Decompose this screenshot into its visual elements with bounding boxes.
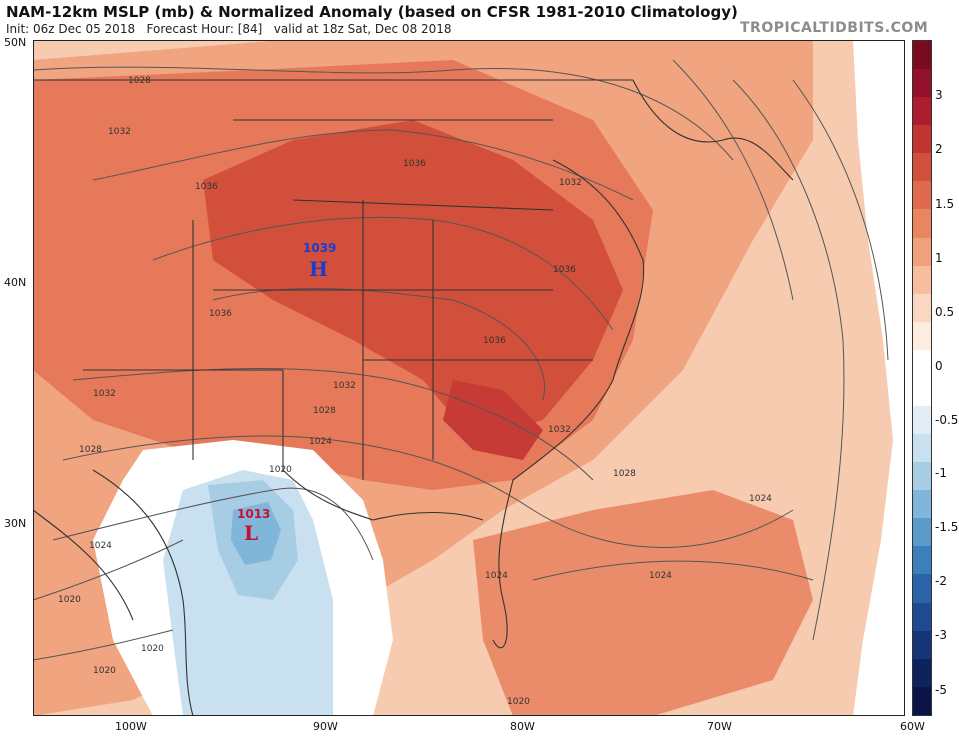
colorbar-segment xyxy=(913,518,931,547)
colorbar-segment xyxy=(913,462,931,491)
isobar-label: 1024 xyxy=(89,541,112,551)
high-pressure-value: 1039 xyxy=(303,241,336,255)
colorbar-segment xyxy=(913,153,931,182)
lon-label-100w: 100W xyxy=(115,720,147,733)
colorbar-segment xyxy=(913,181,931,210)
colorbar-label: -0.5 xyxy=(935,413,959,427)
isobar-label: 1036 xyxy=(483,336,506,346)
no-data-region xyxy=(853,40,905,716)
colorbar-segment xyxy=(913,237,931,266)
colorbar-segment xyxy=(913,321,931,350)
colorbar-segment xyxy=(913,406,931,435)
isobar-label: 1024 xyxy=(485,571,508,581)
colorbar-label: -2 xyxy=(935,574,947,588)
valid-time: valid at 18z Sat, Dec 08 2018 xyxy=(273,22,452,36)
anomaly-negative-core xyxy=(231,502,281,565)
colorbar-segment xyxy=(913,658,931,687)
low-pressure-value: 1013 xyxy=(237,507,270,521)
lat-label-50n: 50N xyxy=(4,36,27,49)
anomaly-core-2 xyxy=(443,380,543,460)
brand-watermark: TROPICALTIDBITS.COM xyxy=(740,20,929,36)
isobar-label: 1020 xyxy=(93,666,116,676)
isobar-label: 1028 xyxy=(313,406,336,416)
colorbar-segment xyxy=(913,265,931,294)
colorbar-segment xyxy=(913,686,931,715)
low-pressure-symbol: L xyxy=(244,521,258,545)
map-frame xyxy=(33,40,905,716)
isobar-label: 1028 xyxy=(128,76,151,86)
colorbar-segment xyxy=(913,434,931,463)
anomaly-atlantic xyxy=(473,490,813,716)
colorbar xyxy=(912,40,932,716)
isobar-label: 1020 xyxy=(58,595,81,605)
isobar-label: 1028 xyxy=(613,469,636,479)
isobar-label: 1032 xyxy=(333,381,356,391)
isobar-label: 1036 xyxy=(195,182,218,192)
colorbar-label: 3 xyxy=(935,88,943,102)
colorbar-label: 1.5 xyxy=(935,197,955,211)
lon-label-60w: 60W xyxy=(900,720,925,733)
isobar-label: 1024 xyxy=(749,494,772,504)
colorbar-segment xyxy=(913,574,931,603)
chart-title: NAM-12km MSLP (mb) & Normalized Anomaly … xyxy=(6,3,738,21)
colorbar-segment xyxy=(913,209,931,238)
colorbar-segment xyxy=(913,41,931,70)
isobar-label: 1036 xyxy=(209,309,232,319)
isobar-label: 1028 xyxy=(79,445,102,455)
forecast-hour: Forecast Hour: [84] xyxy=(146,22,263,36)
lon-label-70w: 70W xyxy=(707,720,732,733)
colorbar-segment xyxy=(913,377,931,407)
run-info: Init: 06z Dec 05 2018 Forecast Hour: [84… xyxy=(6,22,452,36)
colorbar-label: 0.5 xyxy=(935,305,955,319)
colorbar-segment xyxy=(913,349,931,378)
isobar-label: 1024 xyxy=(309,437,332,447)
colorbar-segment xyxy=(913,69,931,98)
isobar-label: 1032 xyxy=(93,389,116,399)
isobar-label: 1020 xyxy=(269,465,292,475)
colorbar-label: 0 xyxy=(935,359,943,373)
lat-label-40n: 40N xyxy=(4,276,27,289)
lat-label-30n: 30N xyxy=(4,517,27,530)
colorbar-segment xyxy=(913,293,931,322)
colorbar-label: 2 xyxy=(935,142,943,156)
lon-label-90w: 90W xyxy=(313,720,338,733)
colorbar-label: 1 xyxy=(935,251,943,265)
colorbar-segment xyxy=(913,490,931,519)
boundaries xyxy=(33,79,794,716)
colorbar-label: -3 xyxy=(935,628,947,642)
isobar-label: 1032 xyxy=(559,178,582,188)
anomaly-map: 1039 H 1013 L 1028 1032 1036 1036 1036 1… xyxy=(33,40,905,716)
colorbar-label: -5 xyxy=(935,683,947,697)
colorbar-label: -1 xyxy=(935,466,947,480)
isobar-label: 1032 xyxy=(108,127,131,137)
lon-label-80w: 80W xyxy=(510,720,535,733)
isobar-label: 1020 xyxy=(141,644,164,654)
isobar-label: 1024 xyxy=(649,571,672,581)
isobar-labels: 1028 1032 1036 1036 1036 1032 1036 1032 … xyxy=(58,76,772,707)
init-time: Init: 06z Dec 05 2018 xyxy=(6,22,136,36)
isobar-label: 1032 xyxy=(548,425,571,435)
colorbar-segment xyxy=(913,630,931,659)
colorbar-segment xyxy=(913,602,931,631)
isobar-label: 1036 xyxy=(403,159,426,169)
high-pressure-symbol: H xyxy=(309,257,328,281)
colorbar-segment xyxy=(913,97,931,126)
colorbar-label: -1.5 xyxy=(935,520,959,534)
isobar-label: 1020 xyxy=(507,697,530,707)
isobar-label: 1036 xyxy=(553,265,576,275)
colorbar-segment xyxy=(913,125,931,154)
colorbar-segment xyxy=(913,546,931,575)
